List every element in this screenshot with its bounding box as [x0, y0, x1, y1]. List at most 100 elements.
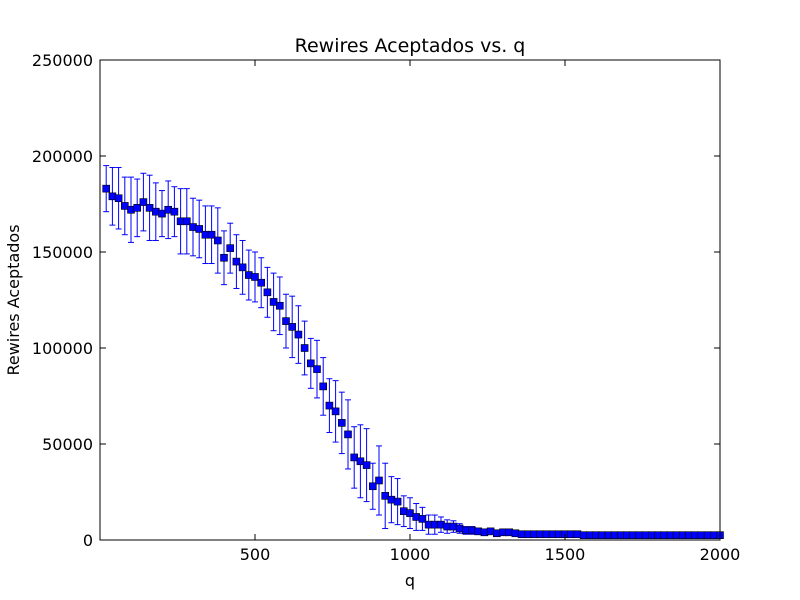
data-point: [356, 424, 365, 499]
data-point: [232, 234, 241, 289]
data-point: [331, 380, 340, 443]
marker-square: [207, 230, 216, 239]
data-point: [523, 530, 532, 539]
marker-square: [195, 225, 203, 233]
marker-square: [183, 217, 191, 226]
marker-square: [121, 202, 129, 210]
data-point: [195, 199, 203, 259]
data-point: [214, 207, 222, 274]
marker-square: [337, 419, 346, 427]
data-point: [176, 188, 185, 255]
data-point: [492, 529, 501, 538]
data-point: [294, 305, 303, 364]
marker-square: [282, 317, 290, 325]
marker-square: [269, 298, 278, 306]
marker-square: [139, 198, 148, 206]
data-point: [666, 531, 675, 540]
data-point: [306, 337, 315, 389]
marker-square: [406, 509, 414, 517]
marker-square: [344, 430, 352, 439]
data-point: [375, 445, 383, 516]
data-point: [629, 531, 638, 540]
data-point: [269, 272, 278, 332]
marker-square: [133, 204, 141, 212]
marker-square: [263, 288, 272, 297]
marker-square: [368, 482, 377, 491]
marker-square: [226, 244, 234, 252]
data-point: [350, 426, 359, 489]
data-point: [201, 205, 210, 265]
data-point: [275, 276, 284, 336]
data-point: [344, 399, 352, 470]
plot-marks: [102, 165, 724, 540]
data-point: [139, 172, 148, 232]
data-point: [319, 357, 328, 416]
data-point: [164, 180, 172, 240]
data-point: [133, 178, 141, 238]
data-point: [412, 503, 421, 531]
marker-square: [393, 497, 402, 506]
data-point: [381, 462, 390, 529]
marker-square: [288, 323, 297, 331]
marker-square: [232, 257, 241, 266]
marker-square: [331, 407, 340, 416]
y-axis-title: Rewires Aceptados: [4, 224, 23, 375]
marker-square: [238, 263, 247, 272]
marker-square: [114, 194, 123, 203]
data-point: [399, 495, 408, 528]
data-point: [121, 176, 129, 236]
data-point: [251, 251, 259, 303]
data-point: [257, 257, 266, 309]
data-point: [170, 186, 179, 238]
y-tick-label: 150000: [32, 243, 93, 262]
marker-square: [158, 209, 166, 218]
marker-square: [381, 492, 390, 500]
data-point: [226, 222, 234, 274]
data-point: [207, 205, 216, 265]
marker-square: [214, 236, 222, 245]
marker-square: [350, 453, 359, 462]
marker-square: [375, 476, 383, 485]
marker-square: [102, 184, 110, 193]
marker-square: [220, 253, 228, 262]
data-point: [654, 531, 662, 540]
data-point: [220, 230, 228, 286]
data-point: [362, 428, 371, 503]
data-point: [418, 506, 427, 531]
data-point: [449, 520, 458, 533]
x-tick-label: 1000: [390, 545, 431, 564]
data-point: [282, 293, 290, 349]
data-point: [468, 526, 476, 535]
data-point: [406, 497, 414, 529]
marker-square: [170, 207, 179, 216]
data-point: [660, 531, 669, 540]
y-tick-label: 50000: [42, 435, 93, 454]
marker-square: [257, 278, 266, 287]
data-point: [145, 174, 154, 241]
marker-square: [356, 457, 365, 466]
plot-frame: [99, 59, 721, 541]
marker-square: [418, 515, 427, 523]
y-tick-label: 0: [83, 531, 93, 550]
y-tick-label: 100000: [32, 339, 93, 358]
marker-square: [325, 401, 334, 410]
marker-square: [275, 301, 284, 310]
marker-square: [294, 330, 303, 339]
axis-ticks: 500 1000 1500 2000 0 50000 100000 150000 200000 2…: [32, 51, 740, 564]
data-point: [114, 167, 123, 230]
data-point: [127, 176, 135, 243]
marker-square: [313, 365, 321, 373]
data-point: [387, 476, 396, 524]
data-point: [313, 339, 321, 399]
marker-square: [251, 273, 259, 281]
data-point: [585, 531, 594, 540]
marker-square: [145, 204, 154, 212]
marker-square: [300, 344, 309, 352]
data-point: [263, 266, 272, 318]
data-point: [616, 531, 625, 540]
x-tick-label: 1500: [545, 545, 586, 564]
y-tick-label: 200000: [32, 147, 93, 166]
x-axis-title: q: [405, 571, 415, 590]
data-point: [437, 516, 445, 533]
